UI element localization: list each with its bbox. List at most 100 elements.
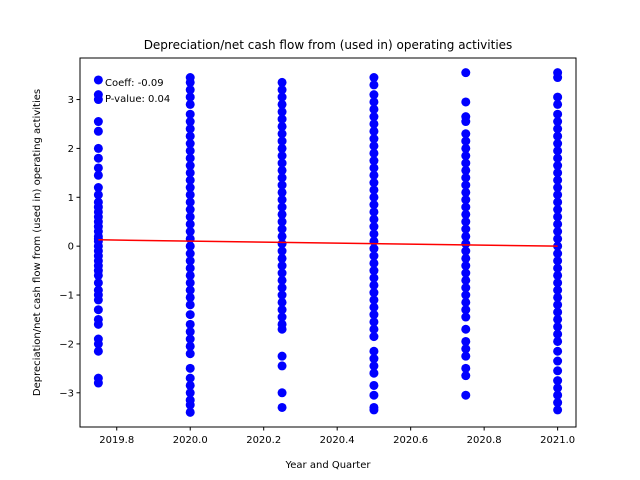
y-tick-label: −1	[59, 291, 74, 302]
data-point	[553, 263, 563, 273]
data-point	[277, 217, 287, 227]
data-point	[369, 73, 379, 83]
data-point	[277, 121, 287, 131]
data-point	[553, 219, 563, 229]
data-point	[369, 80, 379, 90]
data-point	[185, 380, 195, 390]
data-point	[461, 261, 471, 271]
y-tick-label: 0	[68, 242, 74, 253]
data-point	[277, 231, 287, 241]
data-point	[553, 190, 563, 200]
data-point	[277, 173, 287, 183]
data-point	[369, 126, 379, 136]
data-point	[277, 180, 287, 190]
data-point	[185, 334, 195, 344]
data-point	[461, 351, 471, 361]
data-point	[93, 153, 103, 163]
data-point	[93, 95, 103, 105]
data-point	[369, 148, 379, 158]
data-point	[553, 346, 563, 356]
data-point	[369, 112, 379, 122]
data-point	[277, 158, 287, 168]
y-tick-label: 2	[68, 144, 74, 155]
data-point	[277, 209, 287, 219]
data-point	[93, 346, 103, 356]
data-point	[369, 222, 379, 232]
data-point	[461, 239, 471, 249]
data-point	[185, 373, 195, 383]
data-point	[185, 285, 195, 295]
data-point	[553, 99, 563, 109]
data-point	[461, 324, 471, 334]
x-tick-label: 2019.8	[99, 435, 134, 446]
data-point	[553, 183, 563, 193]
data-point	[185, 227, 195, 237]
data-point	[185, 85, 195, 95]
data-point	[553, 398, 563, 408]
data-point	[185, 109, 195, 119]
data-point	[553, 314, 563, 324]
data-point	[553, 161, 563, 171]
y-tick-label: 3	[68, 95, 74, 106]
data-point	[553, 212, 563, 222]
data-point	[93, 190, 103, 200]
data-point	[93, 163, 103, 173]
data-point	[277, 165, 287, 175]
data-point	[553, 234, 563, 244]
data-point	[277, 275, 287, 285]
data-point	[185, 131, 195, 141]
data-point	[277, 143, 287, 153]
data-point	[553, 307, 563, 317]
data-point	[185, 388, 195, 398]
data-point	[553, 248, 563, 258]
annotation-pvalue: P-value: 0.04	[105, 94, 170, 105]
data-point	[185, 327, 195, 337]
data-point	[461, 390, 471, 400]
data-point	[553, 285, 563, 295]
data-point	[369, 170, 379, 180]
data-point	[369, 380, 379, 390]
data-point	[369, 273, 379, 283]
x-axis-label: Year and Quarter	[285, 460, 372, 471]
data-point	[461, 290, 471, 300]
data-point	[277, 85, 287, 95]
data-point	[369, 141, 379, 151]
data-point	[185, 270, 195, 280]
data-point	[461, 165, 471, 175]
data-point	[185, 319, 195, 329]
data-point	[185, 197, 195, 207]
data-point	[461, 336, 471, 346]
data-point	[369, 244, 379, 254]
data-point	[277, 92, 287, 102]
data-point	[369, 178, 379, 188]
data-point	[277, 253, 287, 263]
data-point	[277, 324, 287, 334]
data-point	[93, 319, 103, 329]
data-point	[553, 336, 563, 346]
data-point	[461, 180, 471, 190]
data-point	[93, 278, 103, 288]
data-point	[93, 143, 103, 153]
data-point	[369, 302, 379, 312]
data-point	[553, 292, 563, 302]
data-point	[185, 161, 195, 171]
data-point	[461, 158, 471, 168]
data-point	[461, 253, 471, 263]
data-point	[185, 263, 195, 273]
data-point	[277, 290, 287, 300]
data-point	[461, 129, 471, 139]
data-point	[461, 312, 471, 322]
data-point	[461, 136, 471, 146]
data-point	[369, 185, 379, 195]
data-point	[277, 305, 287, 315]
plot-area	[93, 68, 563, 417]
data-point	[277, 77, 287, 87]
data-point	[553, 109, 563, 119]
point-column-2	[277, 77, 287, 412]
data-point	[185, 212, 195, 222]
data-point	[185, 124, 195, 134]
data-point	[369, 317, 379, 327]
data-point	[369, 405, 379, 415]
x-tick-label: 2020.2	[246, 435, 281, 446]
data-point	[461, 224, 471, 234]
